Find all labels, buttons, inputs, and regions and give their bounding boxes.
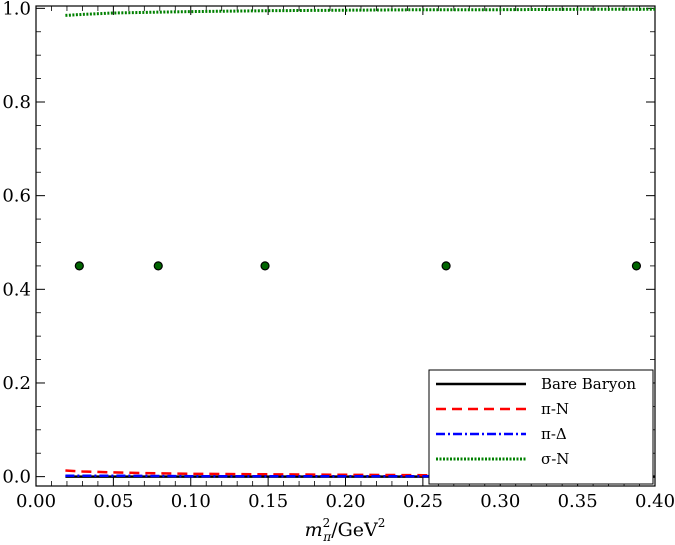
x-tick-label: 0.40 [635, 491, 675, 512]
y-tick-label: 0.8 [2, 92, 31, 113]
legend: Bare Baryon π-N π-Δ σ-N [428, 369, 654, 485]
legend-label: σ-N [541, 450, 569, 468]
data-point [153, 261, 163, 271]
y-tick-label: 0.0 [2, 467, 31, 488]
data-point [260, 261, 270, 271]
x-tick-label: 0.05 [93, 491, 133, 512]
x-tick-label: 0.30 [480, 491, 520, 512]
y-tick-label: 0.4 [2, 279, 31, 300]
x-tick-label: 0.25 [403, 491, 443, 512]
legend-label: Bare Baryon [541, 375, 636, 393]
legend-box [428, 369, 654, 485]
x-axis-title: m2 π/GeV2 [305, 516, 386, 544]
y-tick-label: 0.6 [2, 186, 31, 207]
data-point [631, 261, 642, 271]
legend-label: π-Δ [541, 425, 567, 443]
y-tick-label: 0.2 [2, 373, 31, 394]
data-point [441, 261, 451, 271]
series-line [65, 469, 656, 478]
y-tick-label: 1.0 [2, 0, 31, 19]
x-tick-label: 0.15 [248, 491, 288, 512]
x-tick-label: 0.10 [171, 491, 211, 512]
series-line [65, 7, 655, 17]
x-tick-label: 0.35 [558, 491, 598, 512]
data-point [74, 261, 84, 271]
legend-label: π-N [541, 400, 569, 418]
x-tick-label: 0.00 [16, 491, 56, 512]
points-layer [74, 261, 642, 271]
ticks-layer: 0.00 0.05 0.10 0.15 0.20 0.25 0.30 0.35 0.40 0.0 0… [2, 0, 675, 512]
x-tick-label: 0.20 [325, 491, 365, 512]
series-line [65, 474, 655, 478]
